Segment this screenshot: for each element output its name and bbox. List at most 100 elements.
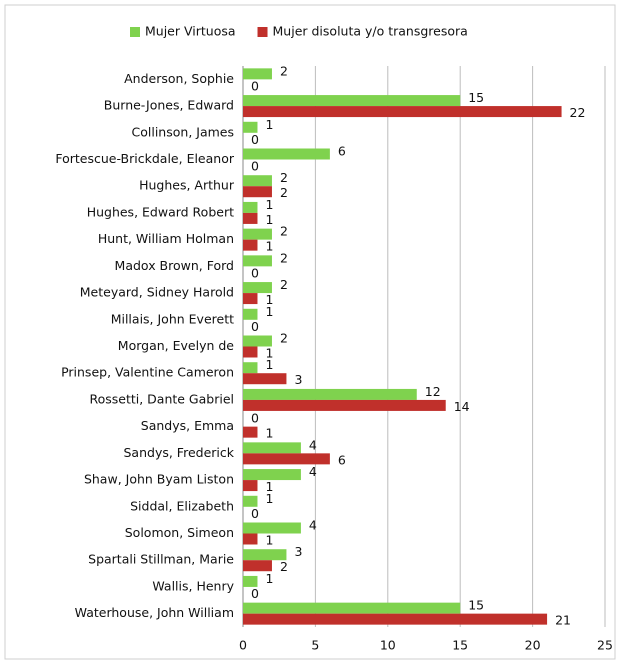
bar bbox=[243, 212, 258, 224]
y-tick-label: Millais, John Everett bbox=[111, 311, 234, 326]
legend-swatch bbox=[257, 27, 268, 37]
value-label: 0 bbox=[251, 265, 259, 280]
value-label: 15 bbox=[468, 90, 484, 105]
y-tick-label: Wallis, Henry bbox=[152, 578, 234, 593]
value-label: 1 bbox=[265, 304, 273, 319]
y-tick-label: Collinson, James bbox=[132, 124, 234, 139]
bar bbox=[243, 575, 258, 587]
value-label: 4 bbox=[309, 518, 317, 533]
value-label: 2 bbox=[280, 559, 288, 574]
value-label: 2 bbox=[280, 224, 288, 239]
y-tick-label: Hunt, William Holman bbox=[98, 231, 234, 246]
bar bbox=[243, 255, 272, 267]
value-label: 0 bbox=[251, 132, 259, 147]
bar bbox=[243, 68, 272, 80]
value-label: 2 bbox=[280, 250, 288, 265]
legend-label: Mujer disoluta y/o transgresora bbox=[273, 24, 468, 39]
bar bbox=[243, 522, 301, 534]
bar bbox=[243, 399, 446, 411]
y-tick-label: Shaw, John Byam Liston bbox=[84, 472, 234, 487]
y-tick-label: Sandys, Frederick bbox=[124, 445, 235, 460]
value-label: 2 bbox=[280, 277, 288, 292]
value-label: 1 bbox=[265, 491, 273, 506]
value-label: 3 bbox=[294, 544, 302, 559]
y-tick-label: Siddal, Elizabeth bbox=[130, 498, 234, 513]
y-tick-label: Burne-Jones, Edward bbox=[104, 98, 234, 113]
bar bbox=[243, 469, 301, 481]
bar bbox=[243, 453, 330, 465]
y-tick-label: Prinsep, Valentine Cameron bbox=[61, 365, 234, 380]
value-label: 21 bbox=[555, 613, 571, 628]
value-label: 0 bbox=[251, 78, 259, 93]
y-tick-label: Morgan, Evelyn de bbox=[118, 338, 235, 353]
y-tick-label: Fortescue-Brickdale, Eleanor bbox=[55, 151, 234, 166]
bar bbox=[243, 239, 258, 251]
bar bbox=[243, 335, 272, 347]
value-label: 6 bbox=[338, 452, 346, 467]
value-label: 0 bbox=[251, 506, 259, 521]
value-label: 1 bbox=[265, 357, 273, 372]
x-tick-label: 25 bbox=[597, 638, 613, 653]
x-tick-label: 20 bbox=[525, 638, 541, 653]
bar bbox=[243, 426, 258, 438]
value-label: 1 bbox=[265, 117, 273, 132]
bar bbox=[243, 442, 301, 454]
x-tick-label: 5 bbox=[311, 638, 319, 653]
bar bbox=[243, 602, 461, 614]
y-tick-label: Sandys, Emma bbox=[141, 418, 234, 433]
value-label: 22 bbox=[570, 105, 586, 120]
bar bbox=[243, 121, 258, 133]
legend-swatch bbox=[130, 27, 140, 37]
bar bbox=[243, 373, 287, 385]
bar bbox=[243, 495, 258, 507]
x-tick-label: 10 bbox=[380, 638, 396, 653]
value-label: 12 bbox=[425, 384, 441, 399]
bar bbox=[243, 175, 272, 187]
value-label: 1 bbox=[265, 197, 273, 212]
bar bbox=[243, 480, 258, 492]
value-label: 6 bbox=[338, 144, 346, 159]
bar bbox=[243, 362, 258, 374]
value-label: 1 bbox=[265, 426, 273, 441]
value-label: 2 bbox=[280, 331, 288, 346]
value-label: 1 bbox=[265, 292, 273, 307]
legend-label: Mujer Virtuosa bbox=[145, 24, 236, 39]
y-tick-label: Rossetti, Dante Gabriel bbox=[89, 391, 234, 406]
value-label: 2 bbox=[280, 170, 288, 185]
bar bbox=[243, 282, 272, 294]
bar bbox=[243, 293, 258, 305]
bar bbox=[243, 186, 272, 198]
value-label: 0 bbox=[251, 319, 259, 334]
bar bbox=[243, 308, 258, 320]
y-tick-label: Waterhouse, John William bbox=[75, 605, 234, 620]
x-tick-label: 15 bbox=[452, 638, 468, 653]
bar bbox=[243, 201, 258, 213]
value-label: 3 bbox=[294, 372, 302, 387]
bar bbox=[243, 533, 258, 545]
bar bbox=[243, 228, 272, 240]
value-label: 4 bbox=[309, 437, 317, 452]
value-label: 2 bbox=[280, 185, 288, 200]
bar bbox=[243, 95, 461, 107]
value-label: 4 bbox=[309, 464, 317, 479]
y-tick-label: Anderson, Sophie bbox=[124, 71, 234, 86]
value-label: 14 bbox=[454, 399, 470, 414]
value-label: 0 bbox=[251, 159, 259, 174]
y-tick-label: Solomon, Simeon bbox=[125, 525, 234, 540]
value-label: 1 bbox=[265, 479, 273, 494]
value-label: 0 bbox=[251, 586, 259, 601]
bar bbox=[243, 560, 272, 572]
value-label: 1 bbox=[265, 239, 273, 254]
bar bbox=[243, 549, 287, 561]
y-tick-label: Hughes, Edward Robert bbox=[87, 204, 234, 219]
bar bbox=[243, 106, 562, 118]
x-tick-label: 0 bbox=[239, 638, 247, 653]
value-label: 0 bbox=[251, 411, 259, 426]
y-tick-label: Spartali Stillman, Marie bbox=[88, 552, 234, 567]
value-label: 1 bbox=[265, 533, 273, 548]
value-label: 1 bbox=[265, 212, 273, 227]
bar bbox=[243, 346, 258, 358]
bar bbox=[243, 388, 417, 400]
value-label: 15 bbox=[468, 598, 484, 613]
